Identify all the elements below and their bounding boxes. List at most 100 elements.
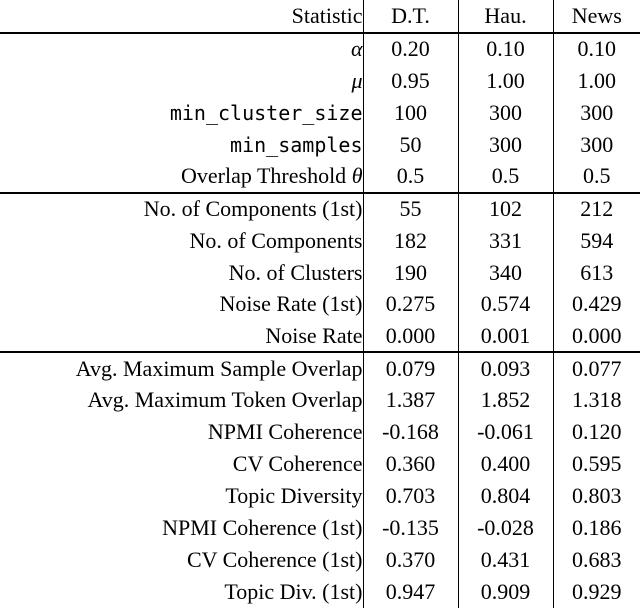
cell-value: 300 [457,96,553,129]
row-label: No. of Components [0,225,363,257]
cell-value: 0.909 [457,575,553,608]
row-label-segment: No. of Clusters [228,259,363,285]
row-label-segment: No. of Components [189,227,363,253]
table-row: NPMI Coherence (1st) -0.135 -0.028 0.186 [0,512,640,544]
cell-value: -0.135 [362,512,458,544]
row-label-segment: Noise Rate [265,322,363,348]
table-row: Avg. Maximum Sample Overlap 0.079 0.093 0.0… [0,352,640,385]
row-label-segment: NPMI Coherence (1st) [162,515,363,541]
row-label: Topic Diversity [0,480,363,512]
row-label: Avg. Maximum Token Overlap [0,384,363,416]
table-row: Avg. Maximum Token Overlap 1.387 1.852 1.31… [0,384,640,417]
row-label-segment: μ [351,67,363,93]
row-label-segment: No. of Components (1st) [143,196,363,222]
cell-value: 1.387 [362,384,458,417]
row-label: min_samples [0,129,363,161]
row-label-segment: θ [351,163,363,189]
row-label-segment: Avg. Maximum Token Overlap [87,387,363,413]
cell-value: 331 [457,224,553,257]
table-row: CV Coherence 0.360 0.400 0.595 [0,448,640,481]
cell-value: 0.95 [362,64,458,97]
table-row: No. of Components 182 331 594 [0,224,640,257]
cell-value: 0.000 [362,320,458,354]
cell-value: 300 [457,128,553,161]
cell-value: 0.703 [362,480,458,513]
row-label: Topic Div. (1st) [0,576,363,608]
table-row: NPMI Coherence -0.168 -0.061 0.120 [0,416,640,449]
column-header-dt: D.T. [362,0,458,34]
cell-value: 0.431 [457,544,553,576]
table-body: α 0.20 0.10 0.10 μ 0.95 1.00 1.00 min_cluster_si… [0,33,640,608]
cell-value: -0.168 [362,416,458,449]
cell-value: 0.001 [457,320,553,354]
row-label: CV Coherence [0,448,363,480]
cell-value: 0.929 [552,575,640,608]
table-row: Topic Div. (1st) 0.947 0.909 0.929 [0,575,640,608]
row-label: No. of Components (1st) [0,193,363,225]
cell-value: 0.574 [457,288,553,321]
cell-value: 0.186 [552,512,640,544]
cell-value: 0.120 [552,416,640,449]
row-label: Overlap Threshold θ [0,160,363,194]
cell-value: 0.400 [457,448,553,481]
table-row: No. of Components (1st) 55 102 212 [0,192,640,225]
cell-value: 0.5 [457,160,553,194]
row-label: Avg. Maximum Sample Overlap [0,352,363,384]
cell-value: 55 [362,192,458,225]
table-row: Overlap Threshold θ 0.5 0.5 0.5 [0,160,640,194]
row-label: Noise Rate (1st) [0,289,363,321]
row-label-segment: α [350,36,363,62]
cell-value: 300 [552,96,640,129]
cell-value: 300 [552,128,640,161]
row-label-segment: CV Coherence [232,451,363,477]
row-label: Noise Rate [0,320,363,354]
cell-value: 212 [552,192,640,225]
row-label-segment: Topic Div. (1st) [224,578,363,604]
column-header-news: News [552,0,640,34]
row-label: CV Coherence (1st) [0,544,363,576]
cell-value: 613 [552,256,640,289]
cell-value: 50 [362,128,458,161]
row-label: min_cluster_size [0,97,363,129]
row-label-segment: CV Coherence (1st) [186,546,363,572]
cell-value: 0.10 [457,33,553,65]
cell-value: 0.595 [552,448,640,481]
cell-value: 182 [362,224,458,257]
row-label-segment: min_samples [230,132,363,157]
column-header-hau: Hau. [457,0,553,34]
cell-value: 1.318 [552,384,640,417]
row-label: NPMI Coherence [0,416,363,448]
cell-value: 0.20 [362,33,458,65]
cell-value: 100 [362,96,458,129]
cell-value: 0.947 [362,575,458,608]
row-label: α [0,33,363,65]
table-row: min_cluster_size 100 300 300 [0,96,640,129]
cell-value: 0.5 [362,160,458,194]
row-label-segment: min_cluster_size [169,100,363,125]
cell-value: 0.429 [552,288,640,321]
cell-value: 0.10 [552,33,640,65]
cell-value: 0.5 [552,160,640,194]
cell-value: 1.852 [457,384,553,417]
cell-value: -0.028 [457,512,553,544]
table-row: Topic Diversity 0.703 0.804 0.803 [0,480,640,513]
table-row: Noise Rate 0.000 0.001 0.000 [0,320,640,354]
cell-value: 0.093 [457,352,553,385]
row-label-segment: NPMI Coherence [207,419,363,445]
row-label-segment: Noise Rate (1st) [219,291,363,317]
row-label-segment: Overlap Threshold [181,163,352,189]
cell-value: 0.000 [552,320,640,354]
cell-value: 0.370 [362,544,458,576]
table-row: No. of Clusters 190 340 613 [0,256,640,289]
row-label-segment: Topic Diversity [225,483,363,509]
cell-value: 1.00 [552,64,640,97]
table-row: CV Coherence (1st) 0.370 0.431 0.683 [0,544,640,576]
column-header-statistic: Statistic [0,0,363,34]
table-row: min_samples 50 300 300 [0,128,640,161]
cell-value: 0.079 [362,352,458,385]
row-label: No. of Clusters [0,257,363,289]
cell-value: 1.00 [457,64,553,97]
cell-value: -0.061 [457,416,553,449]
